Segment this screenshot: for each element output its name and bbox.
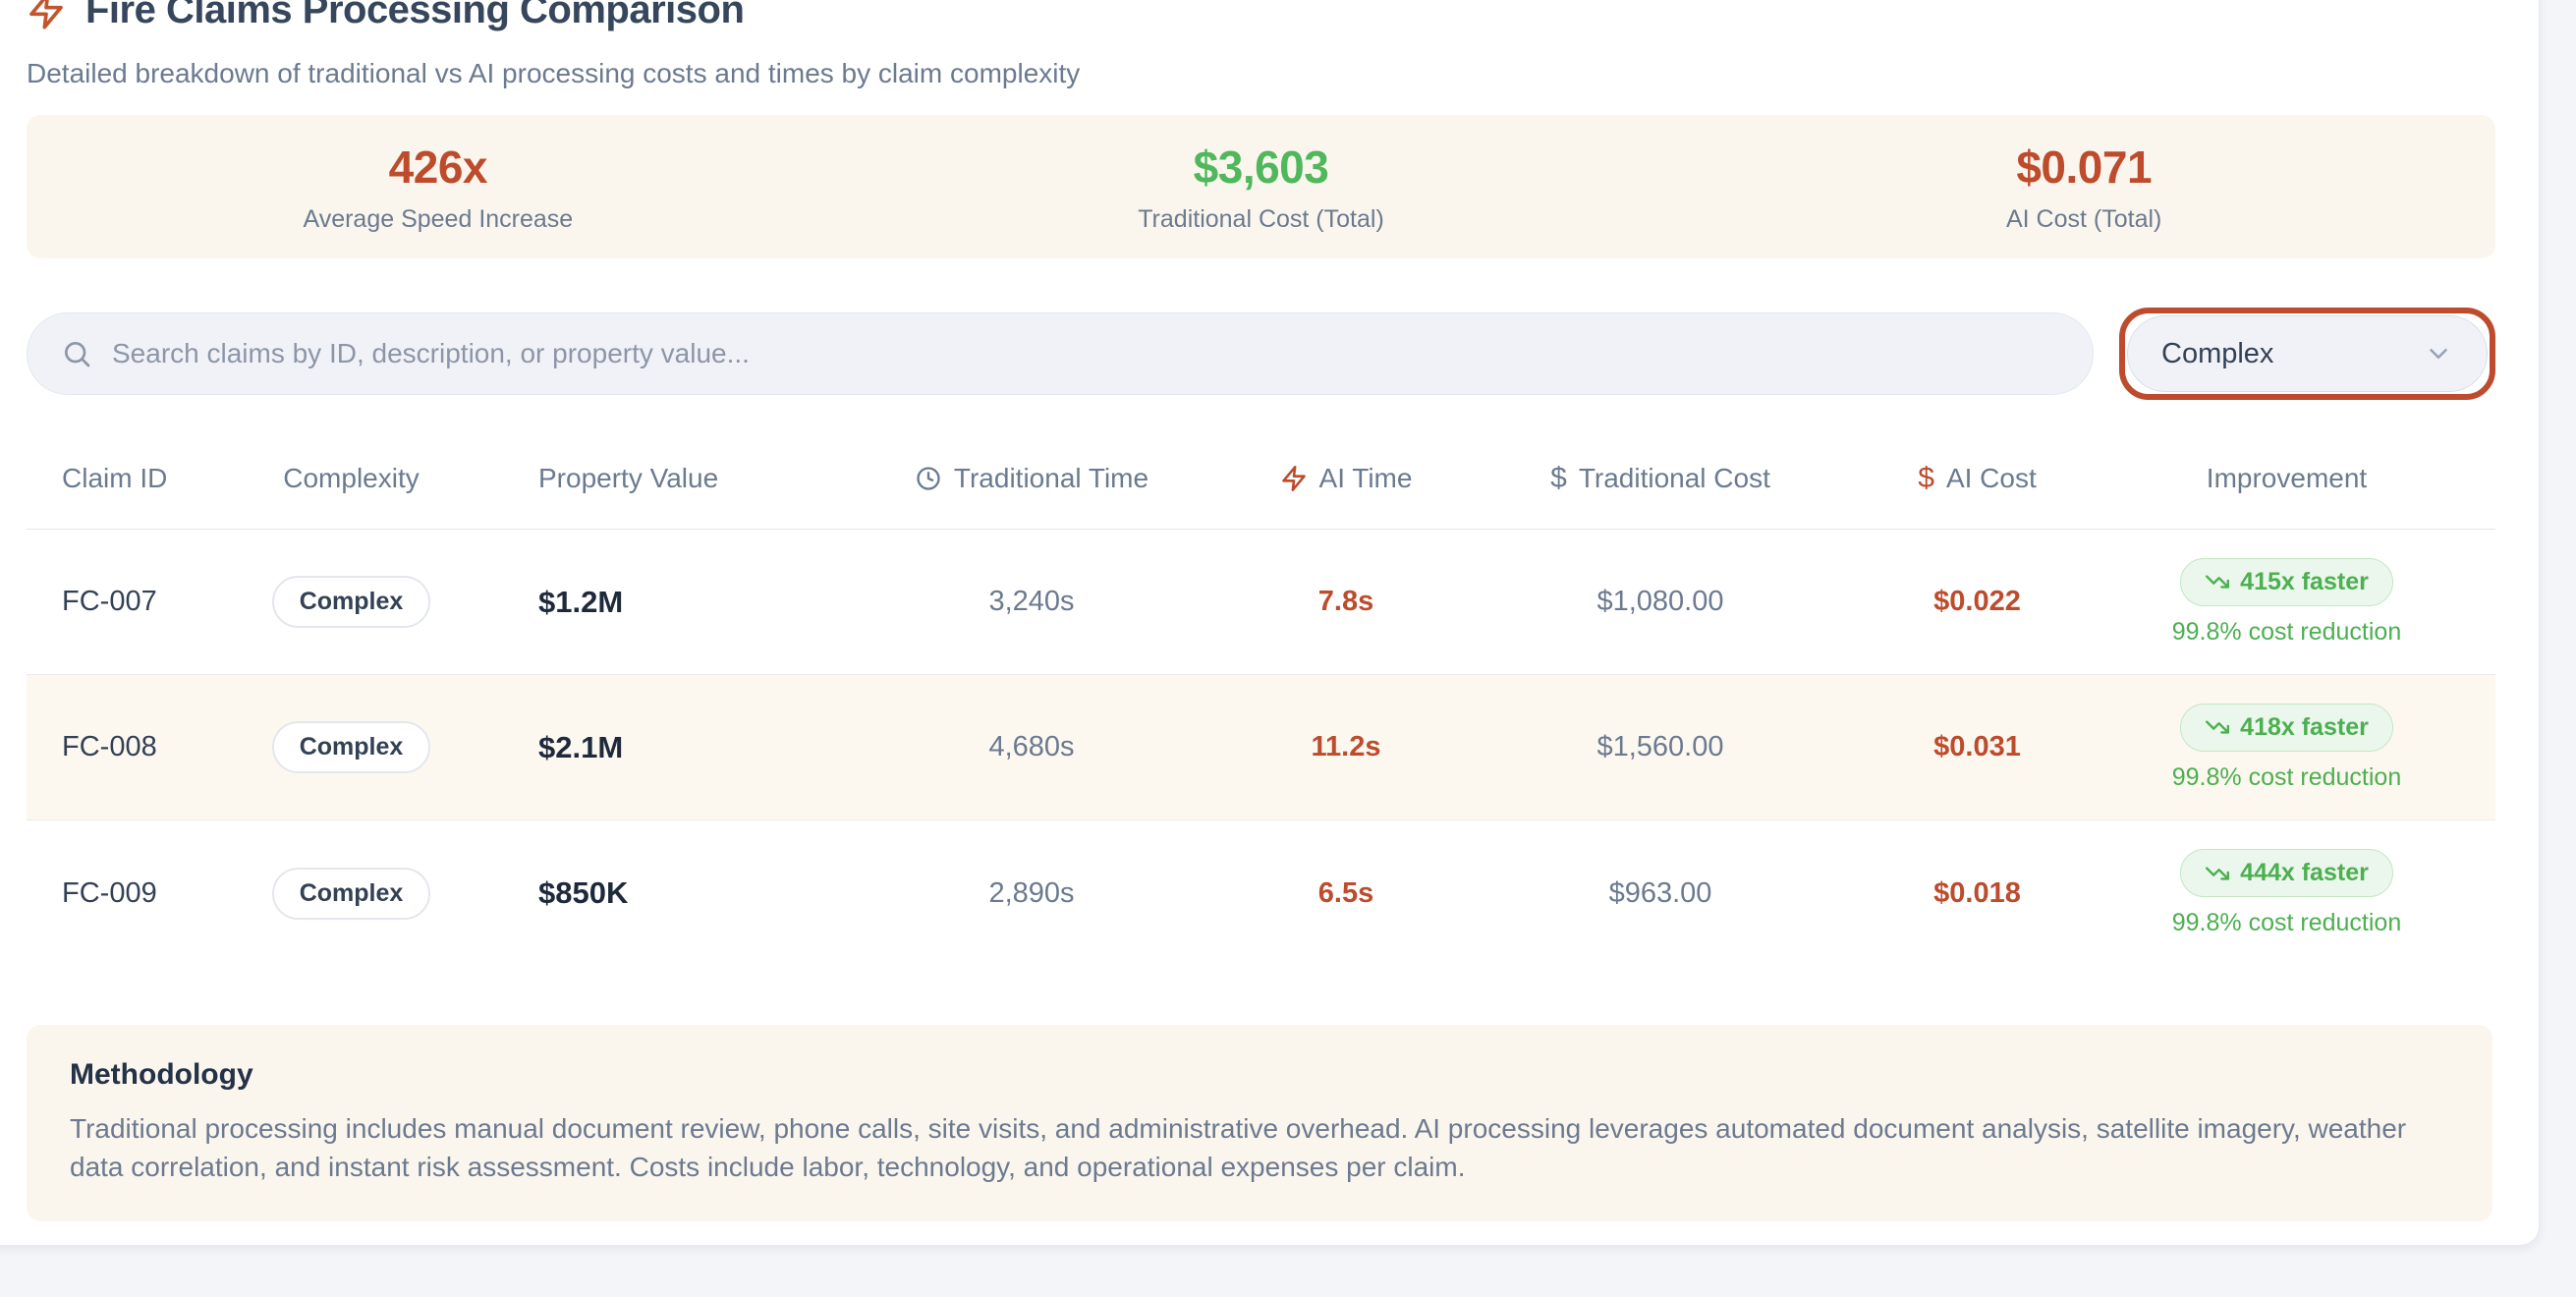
speed-badge-label: 415x faster <box>2240 567 2369 595</box>
cell-traditional-cost: $963.00 <box>1608 876 1712 909</box>
lightning-icon <box>27 0 66 30</box>
header-ai-cost: $ AI Cost <box>1876 462 2078 495</box>
trending-down-icon <box>2205 569 2230 594</box>
speed-improvement-badge: 444x faster <box>2180 849 2393 897</box>
speed-improvement-badge: 415x faster <box>2180 557 2393 606</box>
header-property-value: Property Value <box>538 462 719 493</box>
table-row: FC-008 Complex $2.1M 4,680s 11.2s $1,560… <box>27 675 2495 820</box>
cost-reduction-label: 99.8% cost reduction <box>2171 909 2402 936</box>
header-label: AI Time <box>1318 462 1413 493</box>
header-label: Traditional Time <box>953 462 1149 493</box>
trending-down-icon <box>2205 714 2230 740</box>
cell-improvement: 415x faster 99.8% cost reduction <box>2078 557 2495 647</box>
cell-ai-cost: $0.018 <box>1933 876 2021 909</box>
cell-claim-id: FC-007 <box>62 586 157 617</box>
header-label: AI Cost <box>1945 462 2037 493</box>
cell-ai-cost: $0.031 <box>1933 731 2021 762</box>
clock-icon <box>915 465 942 492</box>
stat-ai-cost-total: $0.071 AI Cost (Total) <box>1672 115 2495 258</box>
cell-ai-cost: $0.022 <box>1933 586 2021 617</box>
lightning-icon <box>1280 465 1308 492</box>
header-traditional-cost: $ Traditional Cost <box>1444 462 1876 495</box>
complexity-filter-dropdown[interactable]: Complex <box>2127 315 2488 392</box>
complexity-badge: Complex <box>271 576 431 628</box>
cost-reduction-label: 99.8% cost reduction <box>2171 617 2402 646</box>
search-icon <box>61 338 92 369</box>
page-title: Fire Claims Processing Comparison <box>85 0 745 31</box>
summary-stats-bar: 426x Average Speed Increase $3,603 Tradi… <box>27 115 2495 258</box>
stat-label: AI Cost (Total) <box>2005 204 2162 233</box>
complexity-badge: Complex <box>271 867 431 920</box>
cell-ai-time: 11.2s <box>1311 731 1381 762</box>
cell-claim-id: FC-009 <box>62 876 157 909</box>
trending-down-icon <box>2205 861 2230 886</box>
claims-table: Claim ID Complexity Property Value Tradi… <box>27 427 2495 966</box>
cell-property-value: $1.2M <box>538 584 624 619</box>
stat-label: Average Speed Increase <box>303 204 574 233</box>
cost-reduction-label: 99.8% cost reduction <box>2171 762 2402 791</box>
selected-option-label: Complex <box>2161 337 2274 369</box>
stat-value: 426x <box>388 141 488 193</box>
header-claim-id: Claim ID <box>62 462 168 493</box>
speed-improvement-badge: 418x faster <box>2180 703 2393 752</box>
cell-improvement: 418x faster 99.8% cost reduction <box>2078 703 2495 792</box>
controls-row: Complex <box>27 308 2495 400</box>
table-row: FC-009 Complex $850K 2,890s 6.5s $963.00… <box>27 820 2495 966</box>
header-complexity: Complexity <box>283 462 420 493</box>
methodology-heading: Methodology <box>70 1058 253 1091</box>
cell-improvement: 444x faster 99.8% cost reduction <box>2078 849 2495 937</box>
speed-badge-label: 444x faster <box>2240 859 2369 886</box>
header-label: Traditional Cost <box>1578 462 1770 493</box>
speed-badge-label: 418x faster <box>2240 712 2369 741</box>
cell-complexity: Complex <box>246 867 457 920</box>
table-header-row: Claim ID Complexity Property Value Tradi… <box>27 427 2495 530</box>
stat-value: $0.071 <box>2016 141 2153 193</box>
dollar-icon: $ <box>1550 461 1567 494</box>
cell-complexity: Complex <box>246 721 457 773</box>
methodology-body: Traditional processing includes manual d… <box>70 1113 2407 1182</box>
table-row: FC-007 Complex $1.2M 3,240s 7.8s $1,080.… <box>27 530 2495 675</box>
page-header: Fire Claims Processing Comparison <box>27 0 2495 32</box>
header-traditional-time: Traditional Time <box>815 463 1248 494</box>
complexity-badge: Complex <box>271 721 431 773</box>
cell-complexity: Complex <box>246 576 457 628</box>
cell-property-value: $2.1M <box>538 729 624 764</box>
cell-traditional-time: 3,240s <box>988 586 1075 617</box>
page-content: Fire Claims Processing Comparison Detail… <box>27 0 2495 1221</box>
cell-claim-id: FC-008 <box>62 731 157 762</box>
complexity-filter-highlight-ring: Complex <box>2119 308 2495 400</box>
dollar-icon: $ <box>1918 461 1934 494</box>
search-box[interactable] <box>27 312 2094 395</box>
stat-speed-increase: 426x Average Speed Increase <box>27 115 850 258</box>
chevron-down-icon <box>2424 339 2453 368</box>
methodology-panel: Methodology Traditional processing inclu… <box>27 1025 2492 1221</box>
cell-traditional-cost: $1,080.00 <box>1596 586 1724 617</box>
stat-label: Traditional Cost (Total) <box>1138 204 1384 233</box>
cell-traditional-cost: $1,560.00 <box>1596 731 1724 762</box>
cell-traditional-time: 2,890s <box>988 876 1075 909</box>
cell-traditional-time: 4,680s <box>988 731 1075 762</box>
cell-property-value: $850K <box>538 875 629 910</box>
page-subtitle: Detailed breakdown of traditional vs AI … <box>27 58 1081 88</box>
search-input[interactable] <box>112 338 2059 369</box>
header-improvement: Improvement <box>2206 462 2368 493</box>
stat-traditional-cost-total: $3,603 Traditional Cost (Total) <box>850 115 1673 258</box>
header-ai-time: AI Time <box>1248 463 1444 494</box>
stat-value: $3,603 <box>1193 141 1329 193</box>
cell-ai-time: 7.8s <box>1317 586 1374 617</box>
cell-ai-time: 6.5s <box>1317 876 1374 909</box>
